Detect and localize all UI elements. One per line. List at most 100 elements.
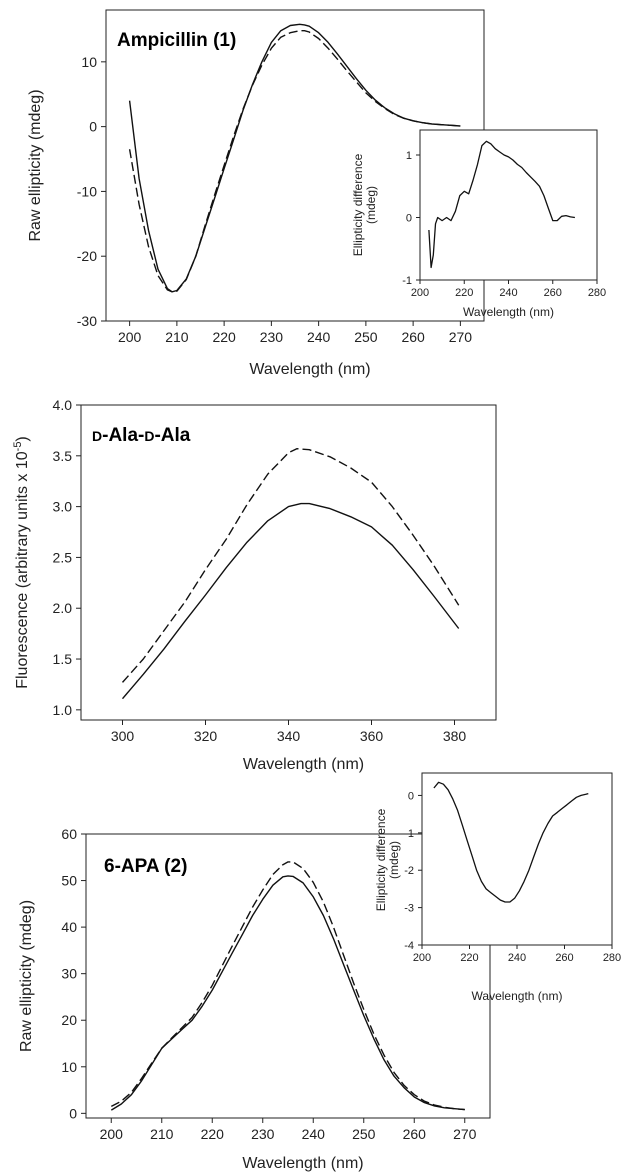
panel-3-inset-y-tick-label: 0 xyxy=(408,790,414,802)
title-part: -Ala- xyxy=(102,425,144,446)
panel-2-series-1-line xyxy=(121,448,460,683)
panel-2-y-tick-label: 1.0 xyxy=(53,702,73,718)
panel-1-inset-x-tick-label: 220 xyxy=(455,287,473,299)
panel-1-inset-y-tick-label: -1 xyxy=(402,275,412,287)
panel-2-x-tick-label: 360 xyxy=(360,728,384,744)
panel-3-x-tick-label: 270 xyxy=(453,1126,477,1142)
panel-2-x-tick-label: 340 xyxy=(277,728,301,744)
panel-2-y-tick-label: 2.5 xyxy=(53,549,73,565)
panel-1-y-tick-label: 10 xyxy=(81,54,97,70)
panel-1-series-1-line xyxy=(128,30,461,293)
panel-1-inset: 200 220 240 260 280 -1 0 1 Wavelength (nm) Ellipt… xyxy=(351,129,606,319)
panel-2-x-axis-label: Wavelength (nm) xyxy=(243,756,364,773)
y-label-superscript: -5 xyxy=(12,442,24,452)
panel-3-inset-series-0-line xyxy=(433,781,589,903)
panel-3-inset-x-tick-label: 220 xyxy=(460,952,478,964)
panel-3-inset-x-axis-label: Wavelength (nm) xyxy=(472,989,563,1003)
panel-3-inset-plot-frame xyxy=(421,772,613,946)
y-label-text: Raw ellipticity (mdeg) xyxy=(18,900,35,1052)
panel-3-title: 6-APA (2) xyxy=(104,856,187,877)
panel-3-inset-x-tick-label: 240 xyxy=(508,952,526,964)
panel-3-inset-data xyxy=(433,781,589,903)
panel-1: 200 210 220 230 240 250 260 270-30-20-10010Ampi… xyxy=(27,9,606,378)
panel-1-x-tick-label: 230 xyxy=(260,329,284,345)
panel-2-y-tick-label: 3.5 xyxy=(53,448,73,464)
panel-2-x-tick-label: 300 xyxy=(111,728,135,744)
panel-2-y-tick-label: 1.5 xyxy=(53,651,73,667)
panel-1-y-axis-label: Raw ellipticity (mdeg) xyxy=(27,89,44,241)
panel-2-data xyxy=(121,448,460,700)
panel-1-x-tick-label: 210 xyxy=(165,329,189,345)
panel-3-inset-y-tick-label: -1 xyxy=(404,828,414,840)
title-part: D xyxy=(92,428,102,444)
panel-2-title: D-Ala-D-Ala xyxy=(92,425,191,446)
panel-3-y-tick-label: 0 xyxy=(69,1105,77,1121)
panel-2-x-tick-label: 320 xyxy=(194,728,218,744)
panel-1-inset-data xyxy=(428,140,575,269)
panel-3-x-tick-label: 220 xyxy=(201,1126,225,1142)
panel-3-inset-y-tick-label: -3 xyxy=(404,903,414,915)
panel-1-inset-x-tick-label: 260 xyxy=(544,287,562,299)
panel-1-y-tick-label: 0 xyxy=(89,119,97,135)
panel-3-x-tick-label: 240 xyxy=(302,1126,326,1142)
y-label-end: ) xyxy=(14,436,31,441)
panel-3-x-tick-label: 260 xyxy=(403,1126,427,1142)
panel-1-x-tick-label: 270 xyxy=(449,329,473,345)
panel-3-y-tick-label: 30 xyxy=(61,966,77,982)
panel-1-inset-x-tick-label: 280 xyxy=(588,287,606,299)
panel-3-inset-x-tick-label: 200 xyxy=(413,952,431,964)
panel-1-data xyxy=(128,23,461,293)
panel-3-series-1-line xyxy=(110,861,465,1111)
panel-3-inset: 200 220 240 260 280 -4 -3 -2 -1 0 Wavelength (nm) E… xyxy=(374,772,621,1003)
panel-2-plot-frame xyxy=(80,404,497,721)
panel-2-y-tick-label: 2.0 xyxy=(53,600,73,616)
panel-3-x-tick-label: 200 xyxy=(100,1126,124,1142)
panel-1-inset-y-axis-label: (mdeg) xyxy=(364,186,378,224)
panel-1-y-tick-label: -20 xyxy=(77,248,97,264)
panel-3-inset-y-tick-label: -2 xyxy=(404,865,414,877)
panel-2-y-tick-label: 3.0 xyxy=(53,499,73,515)
panel-3-inset-y-axis-label: (mdeg) xyxy=(387,841,401,879)
panel-1-x-tick-label: 200 xyxy=(118,329,142,345)
panel-1-x-tick-label: 250 xyxy=(354,329,378,345)
panel-2-y-axis-label: Fluorescence (arbitrary units x 10-5) xyxy=(12,436,31,689)
panel-3-y-tick-label: 10 xyxy=(61,1059,77,1075)
panel-1-inset-y-tick-label: 0 xyxy=(406,213,412,225)
panel-1-inset-series-0-line xyxy=(428,140,575,269)
title-part: -Ala xyxy=(154,425,190,446)
panel-3-inset-x-tick-label: 280 xyxy=(603,952,621,964)
panel-3-y-tick-label: 50 xyxy=(61,873,77,889)
panel-3-inset-y-tick-label: -4 xyxy=(404,940,414,952)
panel-3-x-axis-label: Wavelength (nm) xyxy=(242,1155,363,1172)
panel-3-x-tick-label: 210 xyxy=(150,1126,174,1142)
panel-2-y-tick-label: 4.0 xyxy=(53,397,73,413)
panel-1-inset-y-tick-label: 1 xyxy=(406,150,412,162)
panel-1-x-tick-label: 240 xyxy=(307,329,331,345)
panel-1-title: Ampicillin (1) xyxy=(117,30,236,51)
panel-3-inset-y-axis-label: Ellipticity difference xyxy=(374,808,388,911)
panel-1-inset-plot-frame xyxy=(419,129,598,281)
panel-1-x-tick-label: 260 xyxy=(401,329,425,345)
panel-3-data xyxy=(110,861,465,1111)
panel-3-inset-x-tick-label: 260 xyxy=(555,952,573,964)
panel-1-inset-x-tick-label: 200 xyxy=(411,287,429,299)
panel-2-series-0-line xyxy=(121,502,460,700)
panel-2-x-tick-label: 380 xyxy=(443,728,467,744)
panel-1-inset-y-axis-label: Ellipticity difference xyxy=(351,153,365,256)
y-label-text: Fluorescence (arbitrary units x 10 xyxy=(14,451,31,689)
y-label-text: Raw ellipticity (mdeg) xyxy=(27,89,44,241)
panel-1-y-tick-label: -10 xyxy=(77,183,97,199)
panel-3-y-tick-label: 60 xyxy=(61,826,77,842)
title-part: D xyxy=(144,428,154,444)
panel-3-x-tick-label: 250 xyxy=(352,1126,376,1142)
panel-1-inset-x-tick-label: 240 xyxy=(499,287,517,299)
panel-1-x-axis-label: Wavelength (nm) xyxy=(249,361,370,378)
panel-3-x-tick-label: 230 xyxy=(251,1126,275,1142)
panel-3-y-axis-label: Raw ellipticity (mdeg) xyxy=(18,900,35,1052)
panel-2: 300 320 340 360 3801.01.52.02.53.03.54.0D-Al… xyxy=(12,397,497,773)
panel-3-y-tick-label: 40 xyxy=(61,919,77,935)
panel-3: 200 210 220 230 240 250 260 270 0 10 20 30 40 50 60 6-A… xyxy=(18,772,621,1172)
panel-1-y-tick-label: -30 xyxy=(77,313,97,329)
panel-1-x-tick-label: 220 xyxy=(212,329,236,345)
